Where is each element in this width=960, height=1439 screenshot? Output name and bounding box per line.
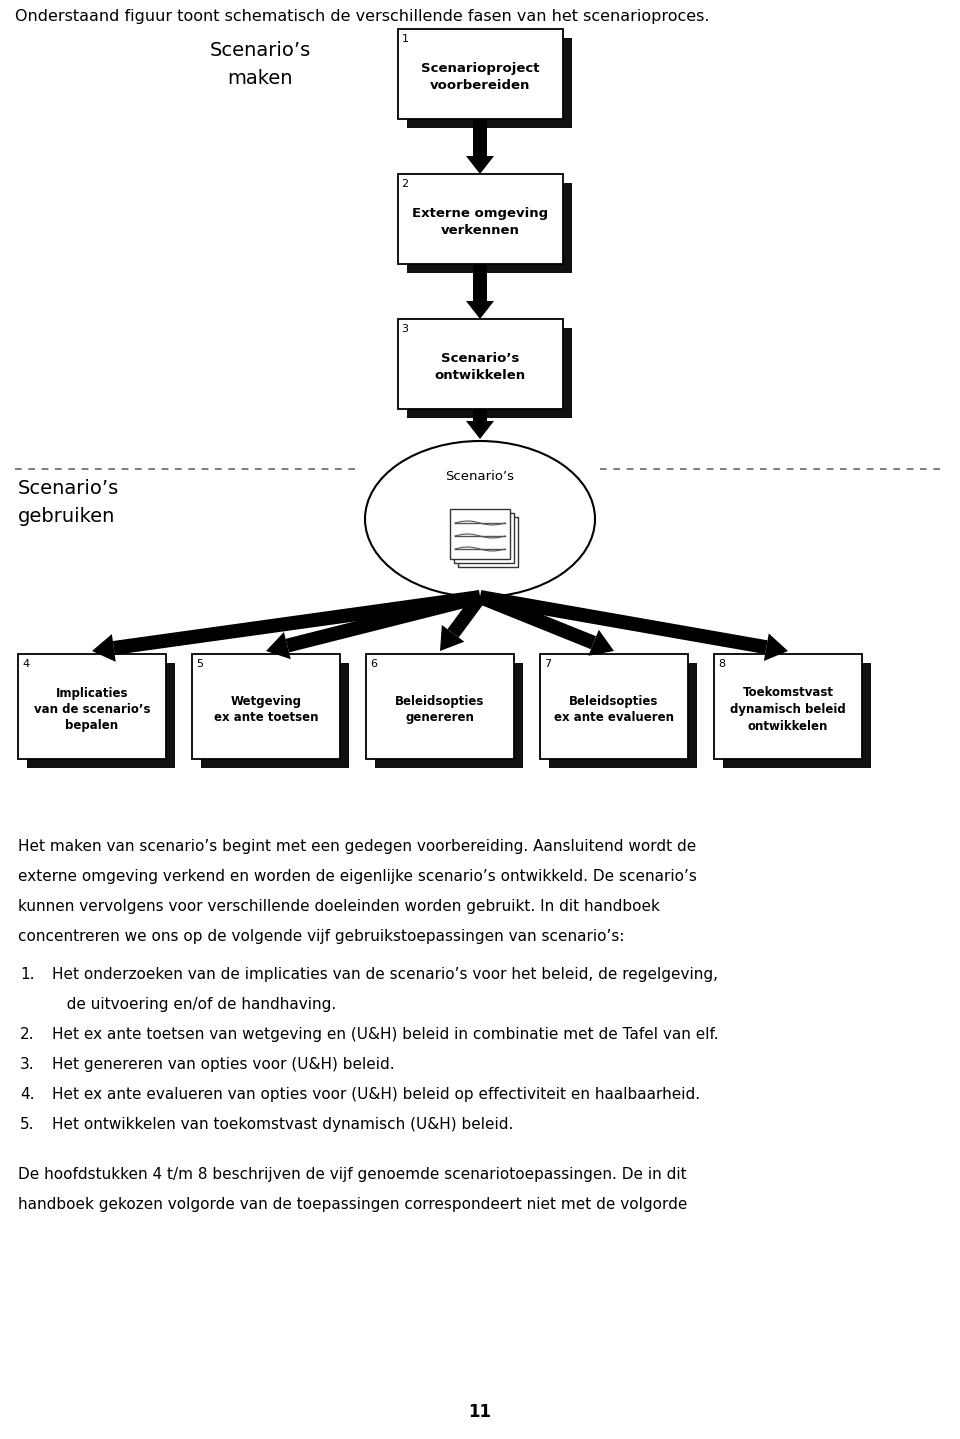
- Text: externe omgeving verkend en worden de eigenlijke scenario’s ontwikkeld. De scena: externe omgeving verkend en worden de ei…: [18, 869, 697, 884]
- Bar: [18, 653, 166, 758]
- Bar: [397, 319, 563, 409]
- Polygon shape: [479, 590, 768, 655]
- Text: 3.: 3.: [20, 1058, 35, 1072]
- Polygon shape: [466, 301, 494, 319]
- Text: Het maken van scenario’s begint met een gedegen voorbereiding. Aansluitend wordt: Het maken van scenario’s begint met een …: [18, 839, 696, 853]
- Polygon shape: [113, 590, 481, 655]
- Bar: [192, 653, 340, 758]
- Text: Wetgeving
ex ante toetsen: Wetgeving ex ante toetsen: [214, 695, 319, 724]
- Bar: [397, 29, 563, 119]
- Text: Externe omgeving
verkennen: Externe omgeving verkennen: [412, 207, 548, 237]
- Text: Beleidsopties
genereren: Beleidsopties genereren: [396, 695, 485, 724]
- Polygon shape: [466, 155, 494, 174]
- Text: Onderstaand figuur toont schematisch de verschillende fasen van het scenarioproc: Onderstaand figuur toont schematisch de …: [15, 9, 709, 24]
- Text: Toekomstvast
dynamisch beleid
ontwikkelen: Toekomstvast dynamisch beleid ontwikkele…: [731, 686, 846, 732]
- Text: 3: 3: [401, 324, 409, 334]
- Text: 4: 4: [22, 659, 29, 669]
- Text: Beleidsopties
ex ante evalueren: Beleidsopties ex ante evalueren: [554, 695, 674, 724]
- Polygon shape: [266, 632, 291, 659]
- Text: 2: 2: [401, 178, 409, 189]
- Bar: [723, 663, 871, 768]
- Polygon shape: [466, 422, 494, 439]
- Polygon shape: [477, 590, 596, 649]
- Text: 5.: 5.: [20, 1117, 35, 1132]
- Text: Het ontwikkelen van toekomstvast dynamisch (U&H) beleid.: Het ontwikkelen van toekomstvast dynamis…: [52, 1117, 514, 1132]
- Text: 2.: 2.: [20, 1027, 35, 1042]
- Text: kunnen vervolgens voor verschillende doeleinden worden gebruikt. In dit handboek: kunnen vervolgens voor verschillende doe…: [18, 899, 660, 914]
- Bar: [366, 653, 514, 758]
- Text: handboek gekozen volgorde van de toepassingen correspondeert niet met de volgord: handboek gekozen volgorde van de toepass…: [18, 1197, 687, 1212]
- Polygon shape: [92, 635, 116, 662]
- Bar: [27, 663, 175, 768]
- Text: 4.: 4.: [20, 1086, 35, 1102]
- Text: Scenario’s: Scenario’s: [445, 469, 515, 482]
- Text: Scenario’s
gebruiken: Scenario’s gebruiken: [18, 479, 119, 527]
- Text: Scenarioproject
voorbereiden: Scenarioproject voorbereiden: [420, 62, 540, 92]
- Text: Implicaties
van de scenario’s
bepalen: Implicaties van de scenario’s bepalen: [34, 686, 151, 732]
- Ellipse shape: [365, 440, 595, 597]
- Bar: [375, 663, 523, 768]
- Text: 8: 8: [718, 659, 725, 669]
- Bar: [406, 328, 571, 417]
- Bar: [406, 183, 571, 273]
- Text: 6: 6: [370, 659, 377, 669]
- Bar: [458, 517, 518, 567]
- Bar: [450, 509, 510, 558]
- Bar: [406, 37, 571, 128]
- Bar: [201, 663, 349, 768]
- Text: Het genereren van opties voor (U&H) beleid.: Het genereren van opties voor (U&H) bele…: [52, 1058, 395, 1072]
- Text: concentreren we ons op de volgende vijf gebruikstoepassingen van scenario’s:: concentreren we ons op de volgende vijf …: [18, 930, 625, 944]
- Polygon shape: [286, 590, 482, 652]
- Bar: [473, 119, 487, 155]
- Text: de uitvoering en/of de handhaving.: de uitvoering en/of de handhaving.: [52, 997, 336, 1012]
- Polygon shape: [764, 633, 788, 661]
- Polygon shape: [447, 593, 486, 637]
- Bar: [454, 512, 514, 563]
- Text: 1: 1: [401, 35, 409, 45]
- Text: Scenario’s
maken: Scenario’s maken: [209, 42, 311, 89]
- Polygon shape: [588, 630, 614, 656]
- Bar: [397, 174, 563, 263]
- Text: 11: 11: [468, 1403, 492, 1420]
- Bar: [473, 409, 487, 422]
- Bar: [714, 653, 862, 758]
- Text: De hoofdstukken 4 t/m 8 beschrijven de vijf genoemde scenariotoepassingen. De in: De hoofdstukken 4 t/m 8 beschrijven de v…: [18, 1167, 686, 1181]
- Text: Het onderzoeken van de implicaties van de scenario’s voor het beleid, de regelge: Het onderzoeken van de implicaties van d…: [52, 967, 718, 981]
- Text: 1.: 1.: [20, 967, 35, 981]
- Bar: [540, 653, 688, 758]
- Text: 7: 7: [544, 659, 551, 669]
- Text: Het ex ante evalueren van opties voor (U&H) beleid op effectiviteit en haalbaarh: Het ex ante evalueren van opties voor (U…: [52, 1086, 700, 1102]
- Text: 5: 5: [196, 659, 203, 669]
- Text: Het ex ante toetsen van wetgeving en (U&H) beleid in combinatie met de Tafel van: Het ex ante toetsen van wetgeving en (U&…: [52, 1027, 719, 1042]
- Bar: [473, 263, 487, 301]
- Text: Scenario’s
ontwikkelen: Scenario’s ontwikkelen: [435, 353, 525, 381]
- Polygon shape: [440, 625, 465, 650]
- Bar: [549, 663, 697, 768]
